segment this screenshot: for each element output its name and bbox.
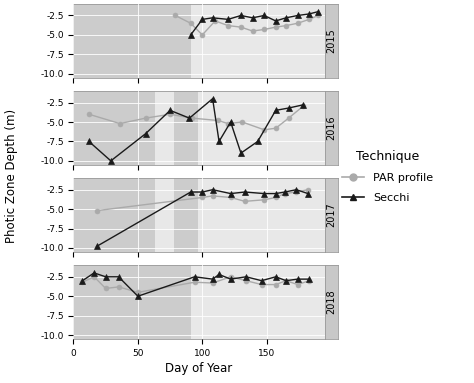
Bar (73, 178, 155, 252)
Text: 2015: 2015 (326, 28, 337, 53)
Bar (73, 265, 191, 339)
Bar (73, 91, 155, 165)
Bar (174, 178, 199, 252)
Bar (73, 4, 191, 78)
Text: 2017: 2017 (326, 203, 337, 228)
Legend: PAR profile, Secchi: PAR profile, Secchi (337, 145, 438, 207)
Text: 2018: 2018 (326, 290, 337, 314)
Text: 2016: 2016 (326, 116, 337, 140)
Bar (174, 91, 199, 165)
Text: Photic Zone Depth (m): Photic Zone Depth (m) (5, 109, 18, 243)
X-axis label: Day of Year: Day of Year (165, 362, 233, 375)
